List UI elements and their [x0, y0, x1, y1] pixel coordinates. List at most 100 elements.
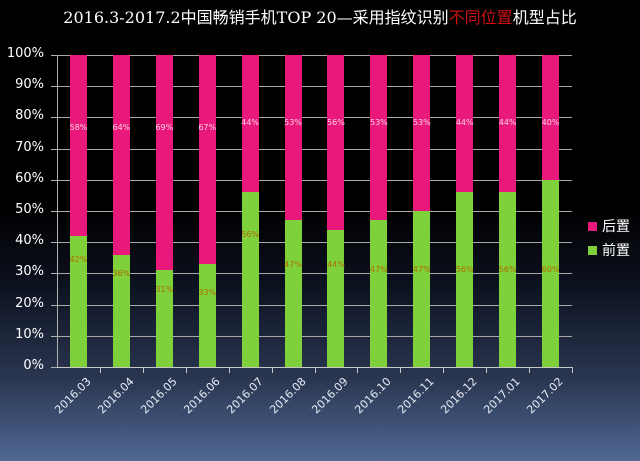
x-tick-label: 2017.01: [481, 375, 523, 417]
bar-segment-front: [198, 264, 216, 367]
y-tick-mark: [51, 335, 57, 337]
data-label-rear: 53%: [412, 118, 431, 127]
x-tick-label: 2016.12: [438, 375, 480, 417]
bar-segment-front: [413, 211, 431, 367]
y-tick-mark: [51, 179, 57, 181]
data-label-front: 47%: [412, 265, 431, 274]
gridline: [57, 86, 572, 88]
plot-area: 58% 42% 64% 36% 69% 31% 67% 33% 44% 56% 53% 47% 56% 4…: [51, 55, 573, 373]
data-label-rear: 44%: [241, 118, 260, 127]
bar-2016.04: 64% 36%: [112, 55, 130, 367]
bar-2016.09: 56% 44%: [327, 55, 345, 367]
bar-segment-rear: [456, 55, 474, 193]
bar-segment-front: [69, 235, 87, 367]
x-tick-mark: [400, 367, 402, 373]
y-tick-mark: [51, 211, 57, 212]
data-label-front: 33%: [198, 288, 217, 297]
y-tick-label: 80%: [15, 108, 44, 124]
legend-label-front: 前置: [602, 243, 630, 259]
bar-segment-rear: [284, 55, 302, 221]
x-tick-mark: [529, 367, 531, 373]
data-label-rear: 40%: [541, 118, 560, 127]
y-tick-mark: [51, 273, 57, 275]
y-tick-label: 30%: [15, 264, 44, 280]
data-label-rear: 53%: [369, 118, 388, 127]
x-tick-label: 2017.02: [524, 375, 566, 417]
bar-segment-rear: [112, 55, 130, 255]
data-label-front: 47%: [369, 265, 388, 274]
bar-segment-front: [155, 270, 173, 367]
bar-2016.10: 53% 47%: [370, 55, 388, 367]
data-label-front: 31%: [155, 285, 174, 294]
x-tick-label: 2016.11: [395, 375, 437, 417]
bar-segment-front: [542, 179, 560, 367]
gridline: [57, 273, 572, 275]
gridline: [57, 335, 572, 337]
bar-segment-rear: [370, 55, 388, 221]
y-tick-label: 20%: [15, 295, 44, 311]
x-tick-mark: [443, 367, 445, 373]
x-tick-mark: [99, 367, 101, 373]
legend-label-rear: 后置: [602, 219, 630, 235]
bar-2016.06: 67% 33%: [198, 55, 216, 367]
y-tick-label: 60%: [15, 170, 44, 186]
data-label-rear: 67%: [198, 123, 217, 132]
bar-segment-front: [499, 192, 517, 367]
bar-segment-front: [241, 192, 259, 367]
x-tick-mark: [314, 367, 316, 373]
y-tick-mark: [51, 148, 57, 150]
gridline: [57, 117, 572, 119]
y-tick-mark: [51, 367, 57, 368]
data-label-front: 44%: [327, 260, 345, 269]
chart-title-suffix: 机型占比: [512, 8, 577, 27]
bar-2016.12: 44% 56%: [456, 55, 474, 367]
data-label-rear: 64%: [112, 123, 131, 132]
x-tick-label: 2016.10: [352, 375, 395, 417]
x-tick-mark: [185, 367, 187, 373]
gridline: [57, 211, 572, 212]
y-tick-mark: [51, 304, 57, 306]
y-tick-label: 100%: [6, 46, 44, 61]
bar-2016.07: 44% 56%: [241, 55, 259, 367]
bar-segment-rear: [198, 55, 216, 265]
y-tick-mark: [51, 117, 57, 119]
x-tick-label: 2016.09: [309, 375, 352, 417]
gridline: [57, 148, 572, 150]
data-label-rear: 58%: [69, 123, 88, 132]
bar-2016.03: 58% 42%: [70, 55, 87, 367]
x-tick-mark: [228, 367, 230, 373]
bar-segment-rear: [69, 55, 87, 236]
y-tick-label: 40%: [15, 233, 44, 249]
bar-segment-rear: [155, 55, 173, 271]
legend-swatch-front: [588, 245, 597, 255]
data-label-rear: 53%: [284, 118, 302, 127]
bar-segment-rear: [327, 55, 345, 230]
bar-segment-rear: [413, 55, 431, 211]
data-label-front: 36%: [112, 269, 131, 278]
chart-title: 2016.3-2017.2中国畅销手机TOP 20—采用指纹识别不同位置机型占比: [0, 4, 640, 28]
data-label-front: 60%: [541, 265, 560, 274]
data-label-front: 47%: [284, 260, 302, 269]
x-tick-label: 2016.05: [138, 375, 180, 417]
y-tick-label: 70%: [15, 139, 44, 155]
data-label-front: 56%: [498, 265, 517, 274]
chart-title-highlight: 不同位置: [448, 8, 513, 27]
y-tick-mark: [51, 242, 57, 244]
bar-2016.05: 69% 31%: [155, 55, 173, 367]
x-tick-mark: [142, 367, 144, 373]
bar-segment-rear: [241, 55, 259, 193]
y-tick-label: 90%: [15, 77, 44, 93]
legend-item-rear: 后置: [588, 214, 630, 238]
data-label-rear: 44%: [498, 118, 517, 127]
x-tick-label: 2016.08: [266, 375, 309, 417]
y-tick-mark: [51, 86, 57, 88]
gridline: [57, 179, 572, 181]
bar-2017.01: 44% 56%: [499, 55, 517, 367]
bar-segment-front: [370, 220, 388, 367]
x-tick-mark: [357, 367, 359, 373]
bar-segment-front: [327, 229, 345, 367]
x-tick-mark: [271, 367, 273, 373]
bar-segment-front: [284, 220, 302, 367]
bar-segment-front: [112, 254, 130, 367]
gridline: [57, 304, 572, 306]
